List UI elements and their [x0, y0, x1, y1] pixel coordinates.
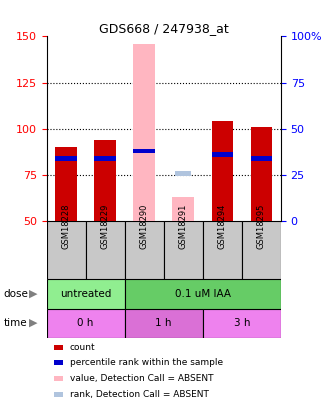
Bar [212, 122, 233, 222]
Text: GSM18290: GSM18290 [140, 204, 149, 249]
Text: percentile rank within the sample: percentile rank within the sample [70, 358, 223, 367]
Bar [94, 140, 116, 222]
Text: time: time [3, 318, 27, 328]
Bar [172, 197, 194, 222]
Text: GSM18229: GSM18229 [100, 204, 110, 249]
Text: GSM18295: GSM18295 [257, 204, 266, 249]
Text: count: count [70, 343, 96, 352]
Bar [134, 149, 155, 153]
Text: 1 h: 1 h [155, 318, 172, 328]
FancyBboxPatch shape [164, 222, 203, 279]
Bar [54, 376, 63, 381]
Text: value, Detection Call = ABSENT: value, Detection Call = ABSENT [70, 374, 213, 383]
FancyBboxPatch shape [125, 222, 164, 279]
Bar [54, 345, 63, 350]
FancyBboxPatch shape [47, 279, 125, 309]
Bar [251, 127, 272, 222]
Bar [212, 152, 233, 157]
Text: dose: dose [3, 289, 28, 299]
Text: GSM18228: GSM18228 [62, 204, 71, 249]
Bar [134, 44, 155, 222]
Text: rank, Detection Call = ABSENT: rank, Detection Call = ABSENT [70, 390, 209, 399]
Text: 0 h: 0 h [77, 318, 94, 328]
Bar [55, 156, 77, 161]
FancyBboxPatch shape [203, 309, 281, 337]
Text: ▶: ▶ [29, 318, 37, 328]
Text: GSM18291: GSM18291 [179, 204, 188, 249]
Bar [175, 171, 191, 176]
Text: untreated: untreated [60, 289, 111, 299]
FancyBboxPatch shape [47, 309, 125, 337]
Bar [251, 156, 272, 161]
Text: GSM18294: GSM18294 [218, 204, 227, 249]
Text: 0.1 uM IAA: 0.1 uM IAA [175, 289, 231, 299]
FancyBboxPatch shape [125, 279, 281, 309]
FancyBboxPatch shape [86, 222, 125, 279]
Title: GDS668 / 247938_at: GDS668 / 247938_at [99, 22, 229, 35]
FancyBboxPatch shape [125, 309, 203, 337]
FancyBboxPatch shape [203, 222, 242, 279]
Bar [94, 156, 116, 161]
FancyBboxPatch shape [47, 222, 86, 279]
Bar [54, 360, 63, 365]
Bar [54, 392, 63, 397]
Bar [55, 147, 77, 222]
Text: ▶: ▶ [29, 289, 37, 299]
FancyBboxPatch shape [242, 222, 281, 279]
Text: 3 h: 3 h [234, 318, 250, 328]
